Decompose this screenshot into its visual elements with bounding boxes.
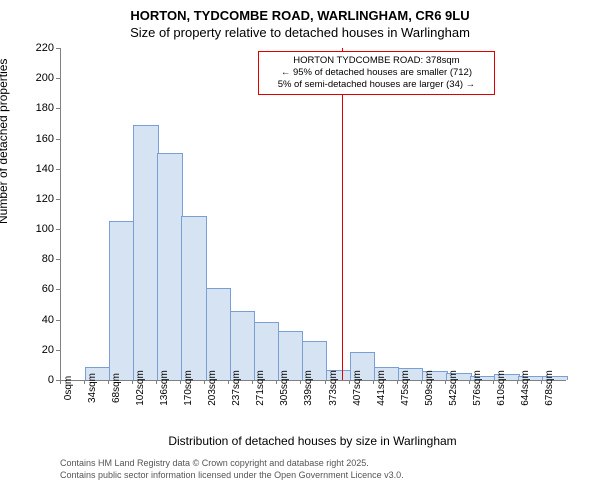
histogram-bar — [181, 216, 207, 380]
histogram-bar — [206, 288, 232, 380]
x-tick-label: 610sqm — [496, 370, 507, 406]
title-block: HORTON, TYDCOMBE ROAD, WARLINGHAM, CR6 9… — [0, 0, 600, 42]
x-tick-label: 509sqm — [424, 370, 435, 406]
footer-line1: Contains HM Land Registry data © Crown c… — [60, 458, 404, 470]
annotation-box: HORTON TYDCOMBE ROAD: 378sqm← 95% of det… — [258, 51, 495, 95]
x-tick-label: 339sqm — [303, 370, 314, 406]
y-tick-label: 220 — [0, 42, 54, 54]
annotation-line: HORTON TYDCOMBE ROAD: 378sqm — [264, 55, 489, 67]
annotation-line: 5% of semi-detached houses are larger (3… — [264, 79, 489, 91]
x-tick-label: 678sqm — [544, 370, 555, 406]
x-tick-label: 237sqm — [231, 370, 242, 406]
y-tick-label: 0 — [0, 374, 54, 386]
plot-area: HORTON TYDCOMBE ROAD: 378sqm← 95% of det… — [60, 48, 566, 381]
x-tick-label: 542sqm — [448, 370, 459, 406]
y-tick-label: 200 — [0, 72, 54, 84]
y-tick-label: 160 — [0, 133, 54, 145]
x-tick-label: 644sqm — [520, 370, 531, 406]
y-tick-label: 60 — [0, 283, 54, 295]
y-tick-label: 120 — [0, 193, 54, 205]
y-tick-label: 40 — [0, 314, 54, 326]
y-axis-label: Number of detached properties — [0, 204, 10, 224]
y-tick-label: 20 — [0, 344, 54, 356]
x-tick-label: 34sqm — [87, 373, 98, 403]
x-tick-label: 203sqm — [207, 370, 218, 406]
x-tick-label: 475sqm — [400, 370, 411, 406]
reference-line — [342, 48, 343, 380]
x-tick-label: 305sqm — [279, 370, 290, 406]
histogram-bar — [157, 153, 183, 380]
x-tick-label: 136sqm — [159, 370, 170, 406]
x-tick-label: 441sqm — [376, 370, 387, 406]
footer-attribution: Contains HM Land Registry data © Crown c… — [60, 458, 404, 481]
x-tick-label: 68sqm — [111, 373, 122, 403]
chart-container: HORTON, TYDCOMBE ROAD, WARLINGHAM, CR6 9… — [0, 0, 600, 500]
y-tick-label: 80 — [0, 253, 54, 265]
histogram-bar — [109, 221, 135, 380]
histogram-bar — [133, 125, 159, 380]
x-tick-label: 170sqm — [183, 370, 194, 406]
x-tick-label: 373sqm — [328, 370, 339, 406]
y-tick-label: 180 — [0, 102, 54, 114]
footer-line2: Contains public sector information licen… — [60, 470, 404, 482]
x-tick-label: 271sqm — [255, 370, 266, 406]
x-axis-label: Distribution of detached houses by size … — [60, 434, 565, 448]
chart-title-line1: HORTON, TYDCOMBE ROAD, WARLINGHAM, CR6 9… — [0, 8, 600, 25]
y-tick-label: 100 — [0, 223, 54, 235]
annotation-line: ← 95% of detached houses are smaller (71… — [264, 67, 489, 79]
x-tick-label: 576sqm — [472, 370, 483, 406]
y-tick-label: 140 — [0, 163, 54, 175]
x-tick-label: 407sqm — [352, 370, 363, 406]
x-tick-label: 102sqm — [135, 370, 146, 406]
chart-title-line2: Size of property relative to detached ho… — [0, 25, 600, 42]
x-tick-label: 0sqm — [63, 376, 74, 400]
